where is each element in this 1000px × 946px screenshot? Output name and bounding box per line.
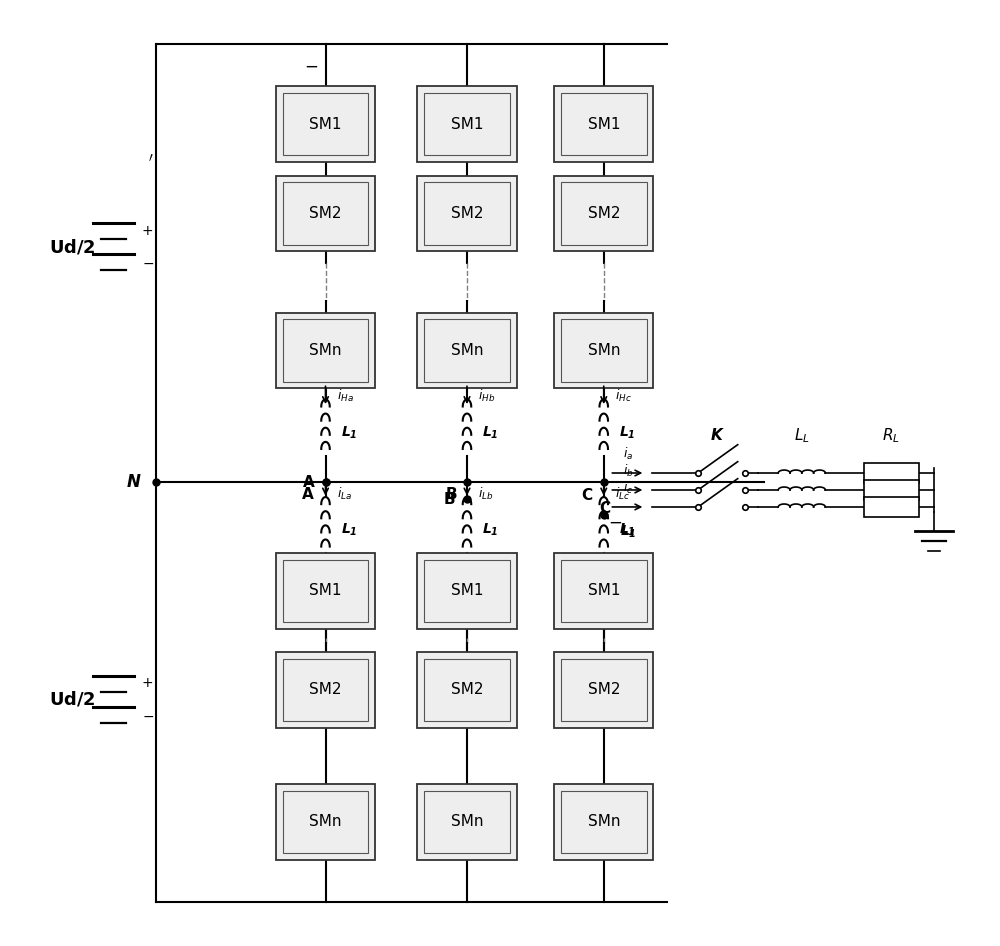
- Text: SM2: SM2: [309, 206, 342, 221]
- Bar: [864, 497, 919, 517]
- Text: SMn: SMn: [588, 815, 620, 830]
- Bar: [424, 658, 510, 721]
- Text: $i_{La}$: $i_{La}$: [337, 485, 352, 501]
- Bar: [417, 86, 517, 162]
- Text: SM1: SM1: [309, 584, 342, 599]
- Text: C: C: [581, 488, 592, 503]
- Text: $\bfit{L}_{\bfit{1}}$: $\bfit{L}_{\bfit{1}}$: [620, 524, 636, 540]
- Bar: [417, 784, 517, 860]
- Text: $i_c$: $i_c$: [623, 480, 633, 496]
- Text: $\bfit{L}_{\bfit{1}}$: $\bfit{L}_{\bfit{1}}$: [619, 424, 635, 441]
- Bar: [283, 183, 368, 245]
- Text: $\bfit{L}_{\bfit{1}}$: $\bfit{L}_{\bfit{1}}$: [482, 522, 499, 538]
- Text: +: +: [142, 223, 153, 237]
- Bar: [283, 93, 368, 155]
- Text: SM2: SM2: [451, 206, 483, 221]
- Text: SM1: SM1: [451, 584, 483, 599]
- Bar: [554, 86, 653, 162]
- Text: SMn: SMn: [451, 342, 483, 358]
- Text: SM1: SM1: [309, 116, 342, 131]
- Bar: [417, 312, 517, 388]
- Bar: [561, 319, 647, 381]
- Bar: [276, 553, 375, 629]
- Text: $\bfit{L}_{\bfit{1}}$: $\bfit{L}_{\bfit{1}}$: [619, 522, 635, 538]
- Text: SM2: SM2: [588, 206, 620, 221]
- Text: A: A: [301, 487, 313, 502]
- Bar: [424, 791, 510, 853]
- Bar: [554, 784, 653, 860]
- Bar: [424, 183, 510, 245]
- Bar: [424, 319, 510, 381]
- Text: $-$: $-$: [142, 255, 154, 270]
- Bar: [554, 553, 653, 629]
- Bar: [283, 791, 368, 853]
- Bar: [561, 183, 647, 245]
- Bar: [283, 319, 368, 381]
- Bar: [417, 652, 517, 727]
- Text: $i_a$: $i_a$: [623, 446, 633, 462]
- Text: $\bfit{L}_{\bfit{1}}$: $\bfit{L}_{\bfit{1}}$: [341, 424, 357, 441]
- Text: $i_{Ha}$: $i_{Ha}$: [337, 388, 354, 404]
- Text: SM2: SM2: [451, 682, 483, 697]
- Bar: [276, 312, 375, 388]
- Bar: [417, 553, 517, 629]
- Bar: [864, 480, 919, 500]
- Text: +: +: [142, 676, 153, 691]
- Bar: [561, 791, 647, 853]
- Bar: [424, 560, 510, 622]
- Text: B: B: [444, 492, 456, 507]
- Text: A: A: [302, 475, 314, 490]
- Text: $\boldsymbol{R_L}$: $\boldsymbol{R_L}$: [882, 426, 900, 445]
- Text: SM1: SM1: [588, 116, 620, 131]
- Text: $i_{Hb}$: $i_{Hb}$: [478, 388, 495, 404]
- Bar: [283, 560, 368, 622]
- Bar: [417, 176, 517, 252]
- Bar: [276, 176, 375, 252]
- Bar: [554, 652, 653, 727]
- Bar: [561, 658, 647, 721]
- Bar: [561, 93, 647, 155]
- Text: $\bfit{L}_{\bfit{1}}$: $\bfit{L}_{\bfit{1}}$: [482, 424, 499, 441]
- Bar: [276, 652, 375, 727]
- Text: $i_{Lb}$: $i_{Lb}$: [478, 485, 494, 501]
- Bar: [424, 93, 510, 155]
- Text: $\boldsymbol{L_L}$: $\boldsymbol{L_L}$: [794, 426, 810, 445]
- Text: $i_b$: $i_b$: [623, 463, 634, 479]
- Text: $-$: $-$: [304, 57, 318, 75]
- Text: $i_{Hc}$: $i_{Hc}$: [615, 388, 632, 404]
- Text: $\mathbf{Ud/2}$: $\mathbf{Ud/2}$: [49, 690, 95, 709]
- Bar: [276, 784, 375, 860]
- Text: SM2: SM2: [309, 682, 342, 697]
- Text: SM2: SM2: [588, 682, 620, 697]
- Text: SM1: SM1: [451, 116, 483, 131]
- Text: $-$: $-$: [608, 513, 623, 531]
- Text: $'$: $'$: [148, 152, 154, 171]
- Bar: [864, 463, 919, 483]
- Text: SMn: SMn: [451, 815, 483, 830]
- Bar: [561, 560, 647, 622]
- Bar: [554, 312, 653, 388]
- Text: $\boldsymbol{K}$: $\boldsymbol{K}$: [710, 428, 724, 444]
- Text: $\boldsymbol{N}$: $\boldsymbol{N}$: [126, 473, 142, 491]
- Text: SMn: SMn: [309, 815, 342, 830]
- Text: B: B: [446, 487, 458, 502]
- Bar: [276, 86, 375, 162]
- Text: $\mathbf{Ud/2}$: $\mathbf{Ud/2}$: [49, 237, 95, 256]
- Text: SMn: SMn: [588, 342, 620, 358]
- Bar: [283, 658, 368, 721]
- Text: $\bfit{L}_{\bfit{1}}$: $\bfit{L}_{\bfit{1}}$: [341, 522, 357, 538]
- Text: $-$: $-$: [142, 709, 154, 723]
- Bar: [554, 176, 653, 252]
- Text: C: C: [599, 501, 610, 517]
- Text: SMn: SMn: [309, 342, 342, 358]
- Text: SM1: SM1: [588, 584, 620, 599]
- Text: $i_{Lc}$: $i_{Lc}$: [615, 485, 630, 501]
